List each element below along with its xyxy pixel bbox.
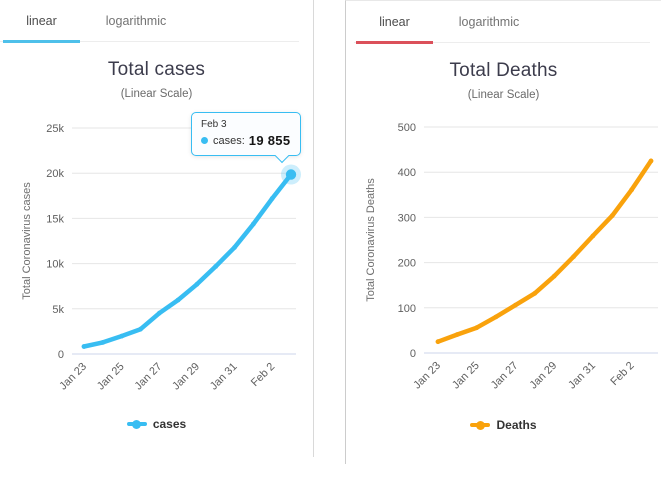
cases-chart-subtitle: (Linear Scale) <box>120 88 193 100</box>
svg-text:Jan 23: Jan 23 <box>411 360 443 392</box>
svg-text:25k: 25k <box>46 123 64 135</box>
svg-text:0: 0 <box>58 349 64 361</box>
cases-legend: cases <box>0 417 313 431</box>
svg-text:Jan 27: Jan 27 <box>489 360 521 392</box>
cases-line-chart[interactable]: 0 5k 10k 15k 20k 25k Jan 23 Jan 25 Jan 27 Jan 29 J… <box>0 112 314 408</box>
deaths-panel: linear logarithmic Total Deaths (Linear … <box>345 0 661 464</box>
chart-tooltip: Feb 3 cases: 19 855 <box>191 112 302 164</box>
svg-text:300: 300 <box>398 212 416 224</box>
svg-text:Jan 27: Jan 27 <box>133 361 165 393</box>
deaths-chart-title: Total Deaths <box>449 60 558 81</box>
cases-panel: linear logarithmic Total cases (Linear S… <box>0 0 314 457</box>
svg-text:400: 400 <box>398 167 416 179</box>
cases-chart-title: Total cases <box>107 59 206 80</box>
svg-text:15k: 15k <box>46 213 64 225</box>
svg-text:Total Coronavirus Deaths: Total Coronavirus Deaths <box>365 178 377 302</box>
svg-text:20k: 20k <box>46 168 64 180</box>
cases-legend-item[interactable]: cases <box>126 417 187 431</box>
svg-text:100: 100 <box>398 303 416 315</box>
svg-text:0: 0 <box>410 348 416 360</box>
svg-text:Total Coronavirus cases: Total Coronavirus cases <box>21 182 33 300</box>
deaths-legend-item[interactable]: Deaths <box>470 418 537 432</box>
svg-text:Jan 31: Jan 31 <box>208 361 240 393</box>
svg-text:Jan 25: Jan 25 <box>450 360 482 392</box>
svg-text:Feb 2: Feb 2 <box>608 360 636 388</box>
cases-tab-logarithmic[interactable]: logarithmic <box>105 13 167 28</box>
tooltip-date: Feb 3 <box>201 119 227 130</box>
svg-text:Feb 2: Feb 2 <box>249 361 277 389</box>
svg-text:Jan 31: Jan 31 <box>566 360 598 392</box>
deaths-tab-logarithmic[interactable]: logarithmic <box>458 14 520 29</box>
cases-series-marker-icon <box>126 419 147 430</box>
svg-text:Jan 25: Jan 25 <box>95 361 127 393</box>
deaths-scale-tabs: linear logarithmic <box>354 1 650 44</box>
svg-text:Jan 23: Jan 23 <box>57 361 89 393</box>
svg-text:5k: 5k <box>52 304 64 316</box>
svg-text:500: 500 <box>398 122 416 134</box>
cases-scale-tabs: linear logarithmic <box>0 0 299 43</box>
deaths-line-chart[interactable]: 0 100 200 300 400 500 Jan 23 Jan 25 Jan 27 Jan 29… <box>346 111 661 407</box>
deaths-chart-subtitle: (Linear Scale) <box>467 89 540 101</box>
tooltip-value: 19 855 <box>248 133 291 148</box>
svg-text:10k: 10k <box>46 259 64 271</box>
svg-text:Jan 29: Jan 29 <box>527 360 559 392</box>
svg-text:200: 200 <box>398 258 416 270</box>
deaths-tab-linear[interactable]: linear <box>356 1 433 44</box>
tooltip-series-label: cases: <box>213 134 245 147</box>
cases-legend-label: cases <box>152 417 187 431</box>
cases-tab-linear[interactable]: linear <box>3 0 80 43</box>
series-marker-dot-icon <box>201 137 208 144</box>
deaths-series-marker-icon <box>470 420 491 431</box>
deaths-legend: Deaths <box>346 418 661 432</box>
deaths-legend-label: Deaths <box>496 418 537 432</box>
svg-text:Jan 29: Jan 29 <box>170 361 202 393</box>
